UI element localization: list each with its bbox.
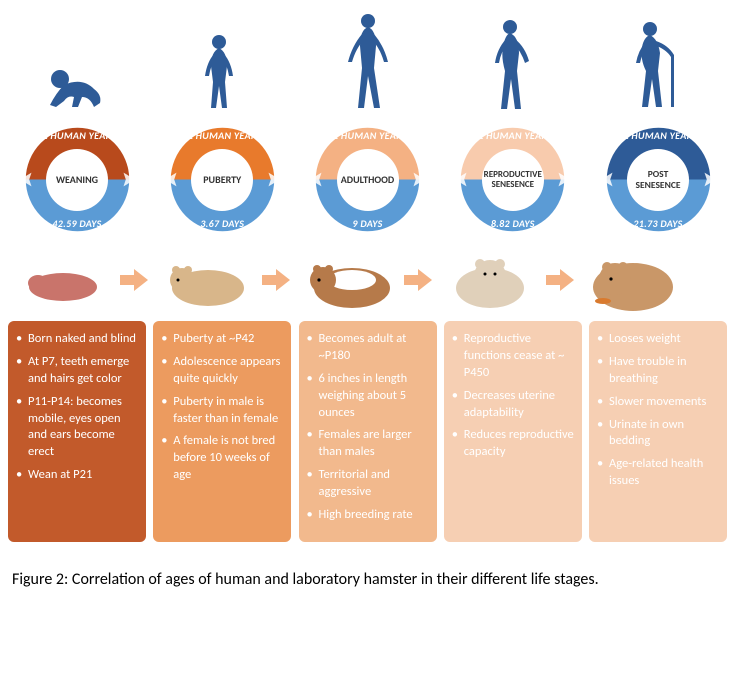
hamster-icon [434,245,544,315]
arrow-icon [260,269,292,291]
ring-bottom-label: 21.73 DAYS [601,217,716,230]
arrow-icon [402,269,434,291]
bullet-item: Adolescence appears quite quickly [161,354,283,388]
ring-bottom-label: 9 DAYS [310,217,425,230]
stage-ring: 1 HUMAN YEAR POST SENESENCE 21.73 DAYS [601,122,716,237]
bullet-item: Puberty at ~P42 [161,331,283,348]
bullets-box: Born naked and blind At P7, teeth emerge … [8,321,146,542]
bullet-item: High breeding rate [307,507,429,524]
ring-center-label: REPRODUCTIVE SENESENCE [482,149,544,211]
ring-center-label: ADULTHOOD [337,149,399,211]
bullet-item: Puberty in male is faster than in female [161,394,283,428]
bullet-item: Slower movements [597,394,719,411]
stage-col [299,12,437,112]
bullet-item: A female is not bred before 10 weeks of … [161,433,283,484]
ring-bottom-label: 42.59 DAYS [20,217,135,230]
ring-bottom-label: 3.67 DAYS [165,217,280,230]
stage-ring: 1 HUMAN YEAR PUBERTY 3.67 DAYS [165,122,280,237]
hamster-icon [8,245,118,315]
hamster-row [8,245,727,315]
bullets-box: Looses weight Have trouble in breathing Sl… [589,321,727,542]
bullets-row: Born naked and blind At P7, teeth emerge … [8,321,727,542]
bullets-box: Becomes adult at ~P180 6 inches in length… [299,321,437,542]
ring-top-label: 1 HUMAN YEAR [20,129,135,142]
ring-top-label: 1 HUMAN YEAR [455,129,570,142]
ring-center-label: POST SENESENCE [627,149,689,211]
ring-center-label: WEANING [46,149,108,211]
stage-col: 1 HUMAN YEAR POST SENESENCE 21.73 DAYS [589,116,727,237]
bullet-item: Have trouble in breathing [597,354,719,388]
arrow-icon [544,269,576,291]
stage-col: 1 HUMAN YEAR REPRODUCTIVE SENESENCE 8.82… [444,116,582,237]
hamster-icon [576,245,686,315]
stage-col: 1 HUMAN YEAR ADULTHOOD 9 DAYS [299,116,437,237]
ring-top-label: 1 HUMAN YEAR [601,129,716,142]
ring-bottom-label: 8.82 DAYS [455,217,570,230]
bullet-item: Reduces reproductive capacity [452,427,574,461]
stage-col [8,12,146,112]
bullet-item: Age-related health issues [597,456,719,490]
silhouette-adult [338,12,398,112]
silhouette-elder [628,12,688,112]
ring-row: 1 HUMAN YEAR WEANING 42.59 DAYS 1 HUMAN … [8,116,727,237]
bullet-item: 6 inches in length weighing about 5 ounc… [307,371,429,422]
stage-col: 1 HUMAN YEAR WEANING 42.59 DAYS [8,116,146,237]
bullet-item: Decreases uterine adaptability [452,388,574,422]
ring-top-label: 1 HUMAN YEAR [165,129,280,142]
bullet-item: Reproductive functions cease at ~ P450 [452,331,574,382]
hamster-icon [150,245,260,315]
silhouette-senior [485,12,540,112]
bullet-item: Looses weight [597,331,719,348]
stage-ring: 1 HUMAN YEAR WEANING 42.59 DAYS [20,122,135,237]
stage-col [153,12,291,112]
ring-center-label: PUBERTY [191,149,253,211]
hamster-icon [292,245,402,315]
arrow-icon [118,269,150,291]
bullet-item: Wean at P21 [16,467,138,484]
bullet-item: Females are larger than males [307,427,429,461]
stage-ring: 1 HUMAN YEAR ADULTHOOD 9 DAYS [310,122,425,237]
silhouette-row [8,12,727,112]
bullets-box: Puberty at ~P42 Adolescence appears quite… [153,321,291,542]
bullet-item: Born naked and blind [16,331,138,348]
ring-top-label: 1 HUMAN YEAR [310,129,425,142]
bullet-item: Urinate in own bedding [597,417,719,451]
bullet-item: P11-P14: becomes mobile, eyes open and e… [16,394,138,462]
stage-ring: 1 HUMAN YEAR REPRODUCTIVE SENESENCE 8.82… [455,122,570,237]
stage-col [444,12,582,112]
bullet-item: Territorial and aggressive [307,467,429,501]
bullets-box: Reproductive functions cease at ~ P450 De… [444,321,582,542]
stage-col: 1 HUMAN YEAR PUBERTY 3.67 DAYS [153,116,291,237]
silhouette-teen [197,12,247,112]
bullet-item: Becomes adult at ~P180 [307,331,429,365]
silhouette-baby [42,12,112,112]
bullet-item: At P7, teeth emerge and hairs get color [16,354,138,388]
stage-col [589,12,727,112]
figure-caption: Figure 2: Correlation of ages of human a… [8,562,727,597]
